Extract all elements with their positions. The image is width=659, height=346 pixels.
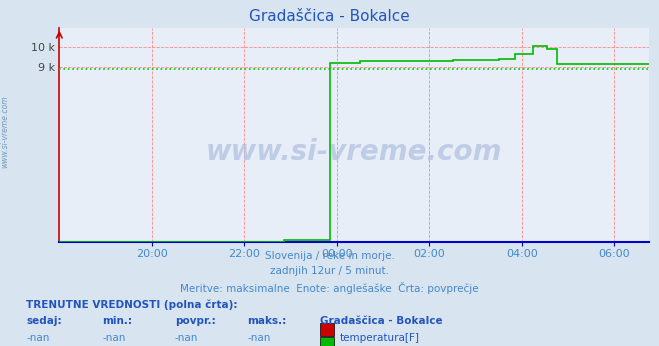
Text: temperatura[F]: temperatura[F] (339, 333, 419, 343)
Text: sedaj:: sedaj: (26, 316, 62, 326)
Text: www.si-vreme.com: www.si-vreme.com (1, 95, 10, 168)
Text: -nan: -nan (175, 333, 198, 343)
Text: min.:: min.: (102, 316, 132, 326)
Text: www.si-vreme.com: www.si-vreme.com (206, 138, 502, 166)
Text: Slovenija / reke in morje.: Slovenija / reke in morje. (264, 251, 395, 261)
Text: -nan: -nan (26, 333, 49, 343)
Text: maks.:: maks.: (247, 316, 287, 326)
Text: Gradaščica - Bokalce: Gradaščica - Bokalce (249, 9, 410, 24)
Text: -nan: -nan (247, 333, 270, 343)
Text: Gradaščica - Bokalce: Gradaščica - Bokalce (320, 316, 442, 326)
Text: Meritve: maksimalne  Enote: anglešaške  Črta: povprečje: Meritve: maksimalne Enote: anglešaške Čr… (180, 282, 479, 294)
Text: TRENUTNE VREDNOSTI (polna črta):: TRENUTNE VREDNOSTI (polna črta): (26, 299, 238, 310)
Text: zadnjih 12ur / 5 minut.: zadnjih 12ur / 5 minut. (270, 266, 389, 276)
Text: povpr.:: povpr.: (175, 316, 215, 326)
Text: -nan: -nan (102, 333, 125, 343)
